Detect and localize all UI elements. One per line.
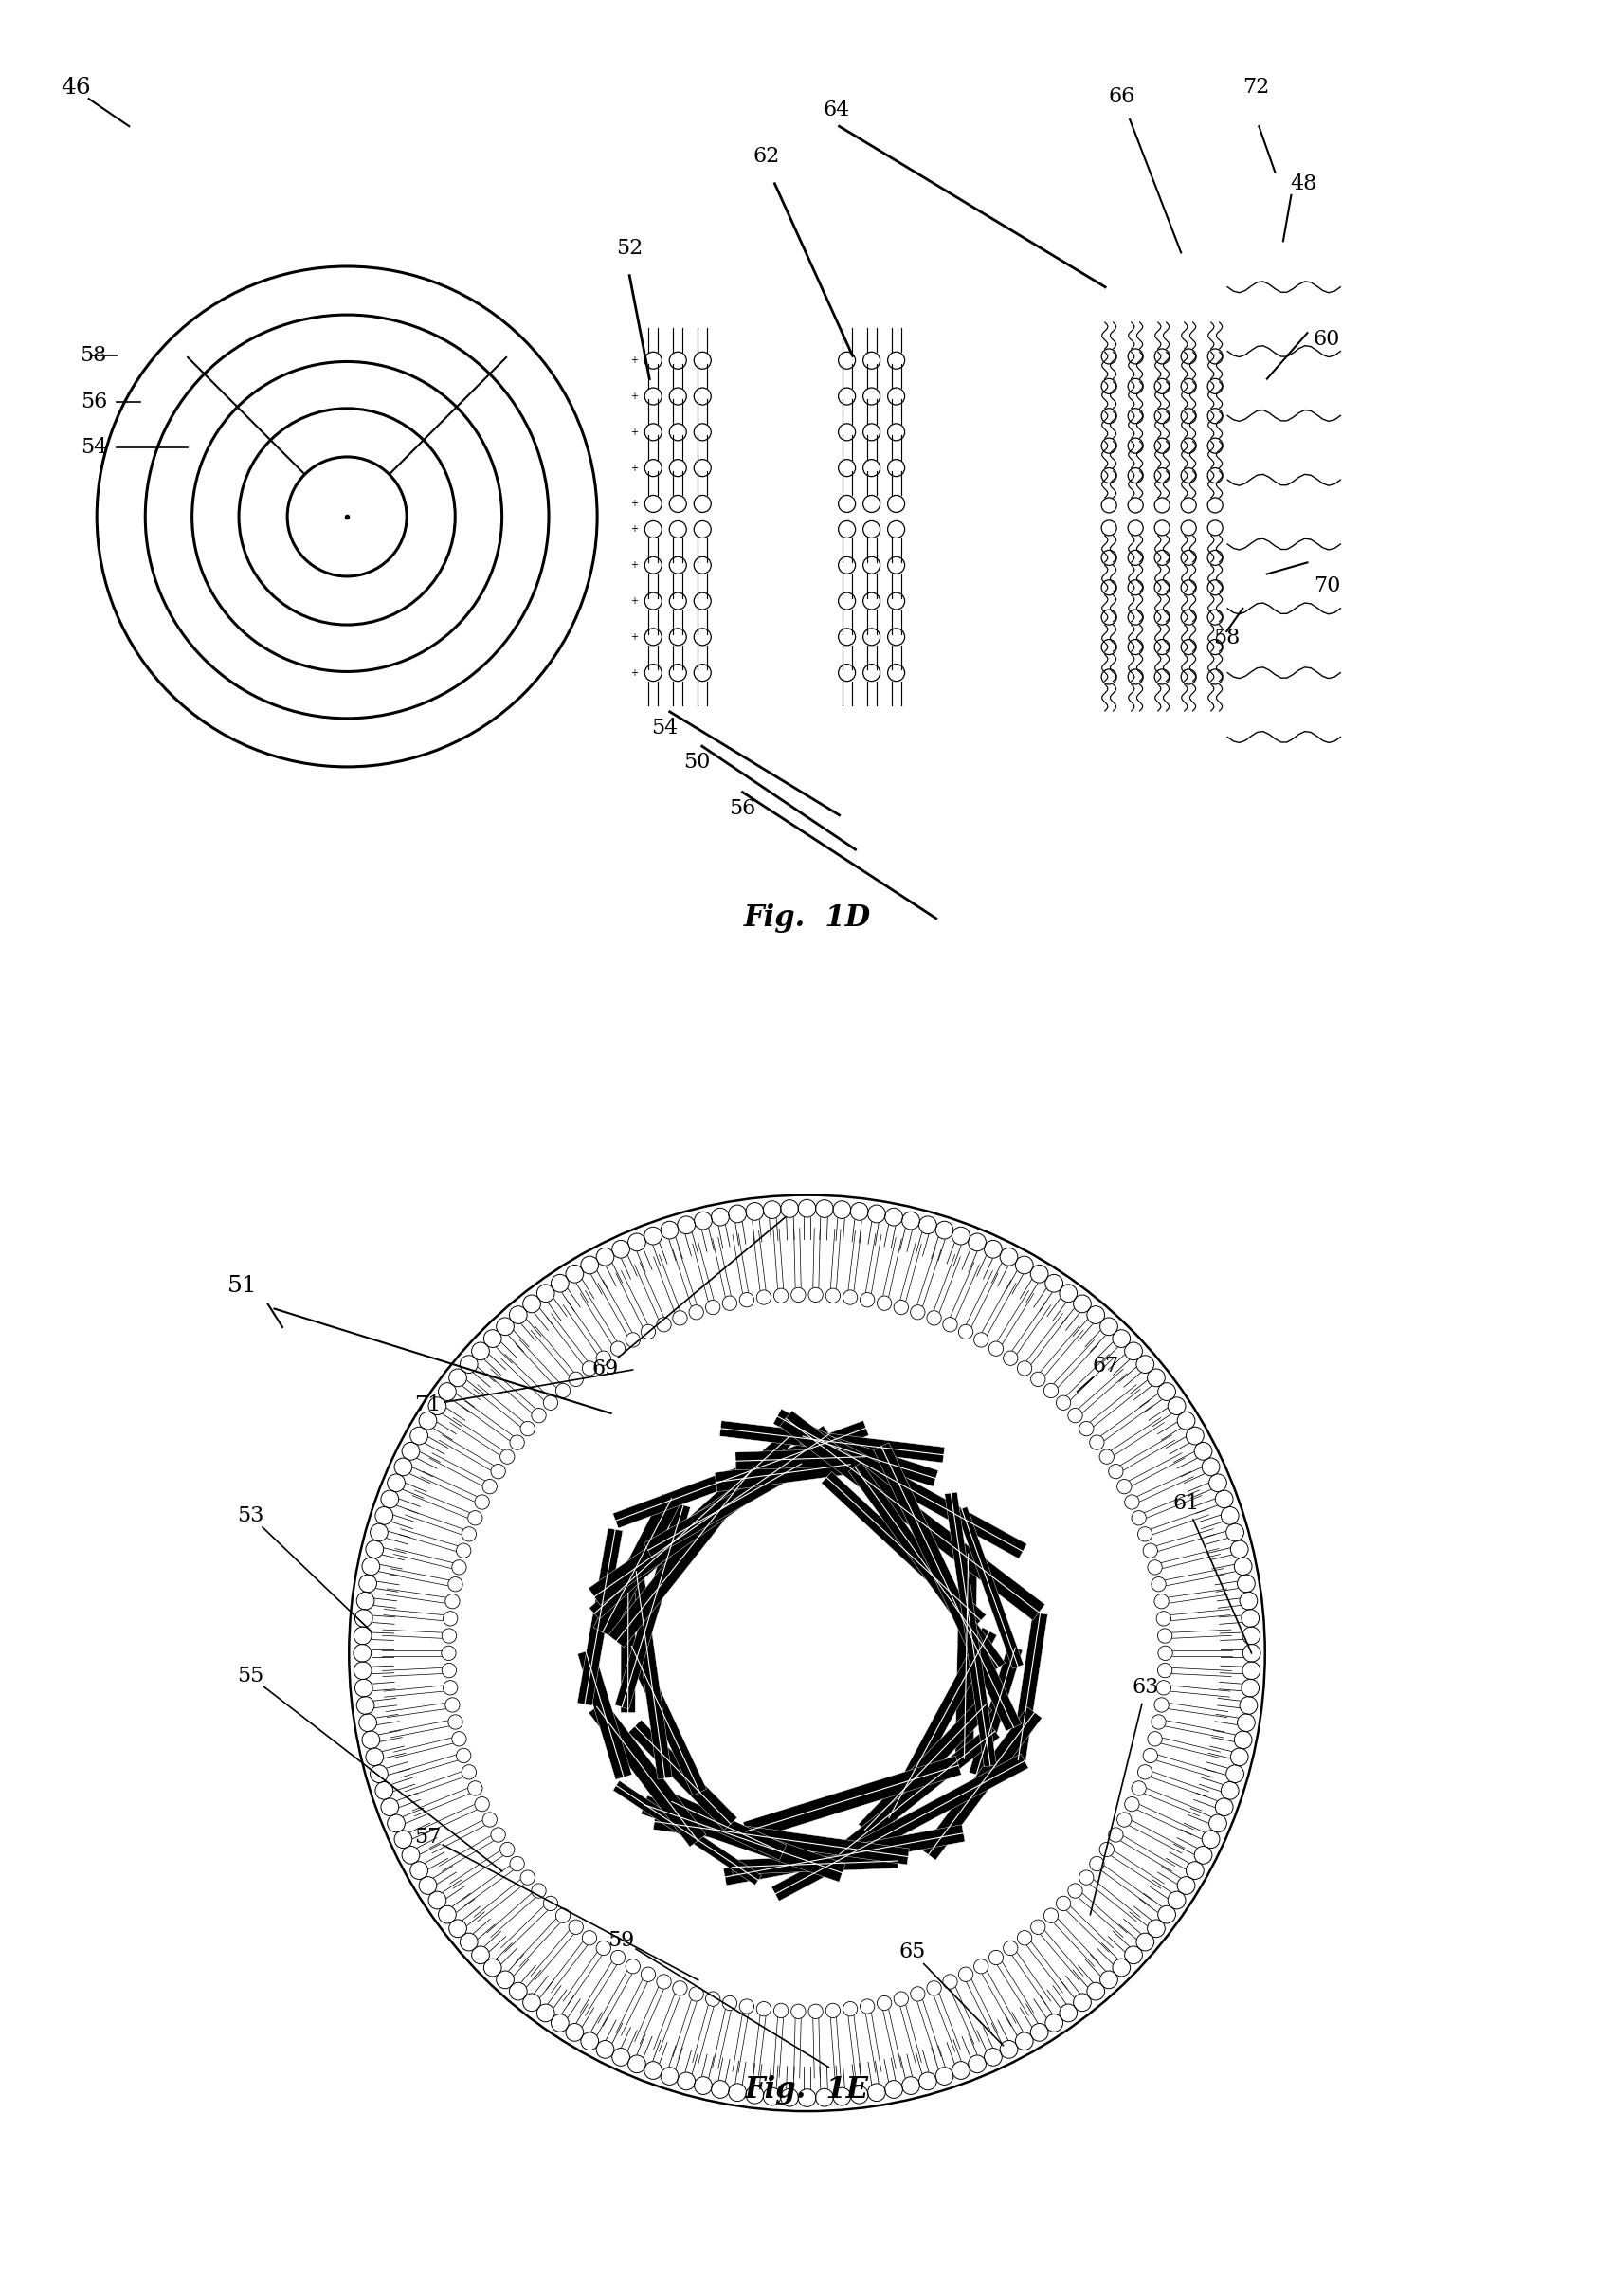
Text: 54: 54	[652, 716, 678, 739]
Bar	[654, 1814, 909, 1864]
Text: 56: 56	[81, 390, 107, 413]
Bar	[773, 1410, 1027, 1559]
Bar	[873, 1442, 1022, 1731]
Circle shape	[466, 1313, 1148, 1993]
Text: 71: 71	[415, 1394, 441, 1417]
Bar	[780, 1410, 1044, 1621]
Text: 60: 60	[1314, 328, 1340, 351]
Bar	[641, 1795, 846, 1883]
Bar	[736, 1449, 865, 1469]
Text: 58: 58	[1214, 627, 1240, 650]
Bar	[771, 1754, 1028, 1901]
Bar	[628, 1720, 738, 1830]
Text: 58: 58	[81, 344, 107, 367]
Bar	[625, 1644, 707, 1795]
Text: 61: 61	[1173, 1492, 1199, 1515]
Bar	[944, 1492, 996, 1768]
Bar	[715, 1456, 852, 1492]
Bar	[621, 1593, 636, 1713]
Bar	[955, 1506, 1023, 1669]
Text: +: +	[631, 631, 638, 641]
Bar	[801, 1428, 938, 1486]
Bar	[881, 1628, 997, 1821]
Bar	[720, 1421, 944, 1463]
Bar	[955, 1554, 978, 1759]
Bar	[849, 1463, 1006, 1671]
Text: +: +	[631, 526, 638, 535]
Bar	[613, 1421, 868, 1529]
Bar	[733, 1853, 897, 1874]
Text: +: +	[631, 393, 638, 402]
Bar	[668, 1793, 786, 1860]
Text: 52: 52	[617, 236, 642, 259]
Text: 67: 67	[1093, 1355, 1119, 1378]
Bar	[859, 1699, 993, 1837]
Text: +: +	[631, 427, 638, 436]
Text: +: +	[631, 356, 638, 365]
Text: 70: 70	[1314, 574, 1340, 597]
Bar	[578, 1529, 623, 1706]
Text: 51: 51	[228, 1274, 257, 1297]
Text: 56: 56	[730, 797, 755, 820]
Text: +: +	[631, 597, 638, 606]
Bar	[968, 1646, 1023, 1777]
Text: 63: 63	[1133, 1676, 1159, 1699]
Text: +: +	[631, 560, 638, 569]
Text: 50: 50	[684, 751, 710, 774]
Text: 69: 69	[592, 1357, 618, 1380]
Bar	[613, 1782, 762, 1885]
Text: +: +	[631, 498, 638, 507]
Text: 55: 55	[237, 1665, 263, 1688]
Text: 65: 65	[899, 1940, 925, 1963]
Text: Fig.  1D: Fig. 1D	[744, 905, 870, 932]
Bar	[589, 1701, 705, 1846]
Text: 64: 64	[823, 99, 849, 122]
Text: 59: 59	[608, 1929, 634, 1952]
Bar	[922, 1706, 1043, 1860]
Bar	[742, 1756, 962, 1841]
Text: Fig.  1E: Fig. 1E	[746, 2076, 868, 2103]
Bar	[1010, 1612, 1047, 1761]
Text: +: +	[631, 668, 638, 677]
Text: 46: 46	[61, 76, 90, 99]
Text: 54: 54	[81, 436, 107, 459]
Text: 53: 53	[237, 1504, 263, 1527]
Bar	[629, 1570, 671, 1779]
Bar	[608, 1465, 759, 1649]
Text: +: +	[631, 464, 638, 473]
Text: 66: 66	[1109, 85, 1135, 108]
Bar	[723, 1825, 965, 1885]
Bar	[822, 1472, 986, 1626]
Bar	[589, 1433, 794, 1619]
Text: 48: 48	[1291, 172, 1317, 195]
Text: 57: 57	[415, 1825, 441, 1848]
Bar	[615, 1504, 691, 1708]
Bar	[589, 1426, 834, 1605]
Bar	[578, 1649, 631, 1779]
Bar	[594, 1495, 681, 1637]
Bar	[834, 1724, 999, 1860]
Bar	[644, 1456, 805, 1557]
Text: 62: 62	[754, 145, 780, 168]
Text: 72: 72	[1243, 76, 1269, 99]
